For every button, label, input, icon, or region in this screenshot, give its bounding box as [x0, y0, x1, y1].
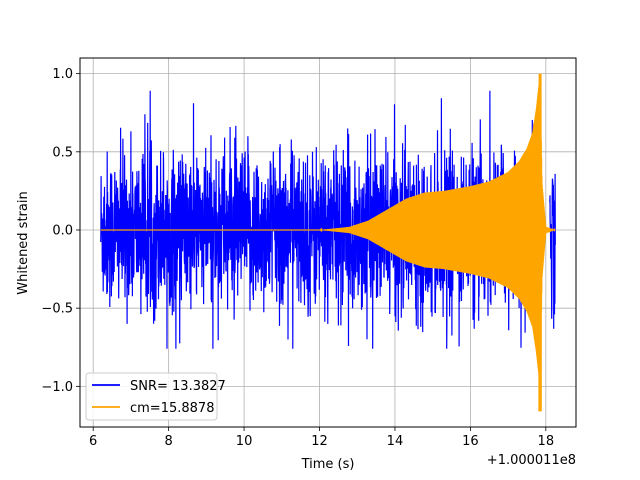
y-tick-label: 0.0 — [52, 223, 73, 238]
y-tick-label: −0.5 — [41, 302, 73, 317]
x-axis-offset-label: +1.000011e8 — [487, 453, 576, 468]
x-tick-label: 16 — [462, 434, 479, 449]
legend-label-cm: cm=15.8878 — [130, 401, 214, 416]
x-tick-label: 8 — [164, 434, 172, 449]
x-axis-label: Time (s) — [301, 457, 355, 472]
x-tick-label: 6 — [89, 434, 97, 449]
x-tick-label: 14 — [387, 434, 404, 449]
y-tick-label: −1.0 — [41, 380, 73, 395]
x-tick-label: 18 — [538, 434, 555, 449]
y-axis-label: Whitened strain — [16, 191, 31, 294]
series-layer — [100, 73, 556, 412]
legend: SNR= 13.3827 cm=15.8878 — [85, 372, 226, 421]
y-tick-label: 1.0 — [52, 67, 73, 82]
x-tick-label: 12 — [311, 434, 328, 449]
ticks: 6 8 10 12 14 16 18 −1.0 −0.5 0.0 0.5 1.0 — [41, 67, 554, 449]
legend-label-snr: SNR= 13.3827 — [130, 379, 226, 394]
x-tick-label: 10 — [236, 434, 253, 449]
y-tick-label: 0.5 — [52, 145, 73, 160]
series-cm-line — [100, 73, 556, 412]
plot-border — [79, 57, 577, 428]
